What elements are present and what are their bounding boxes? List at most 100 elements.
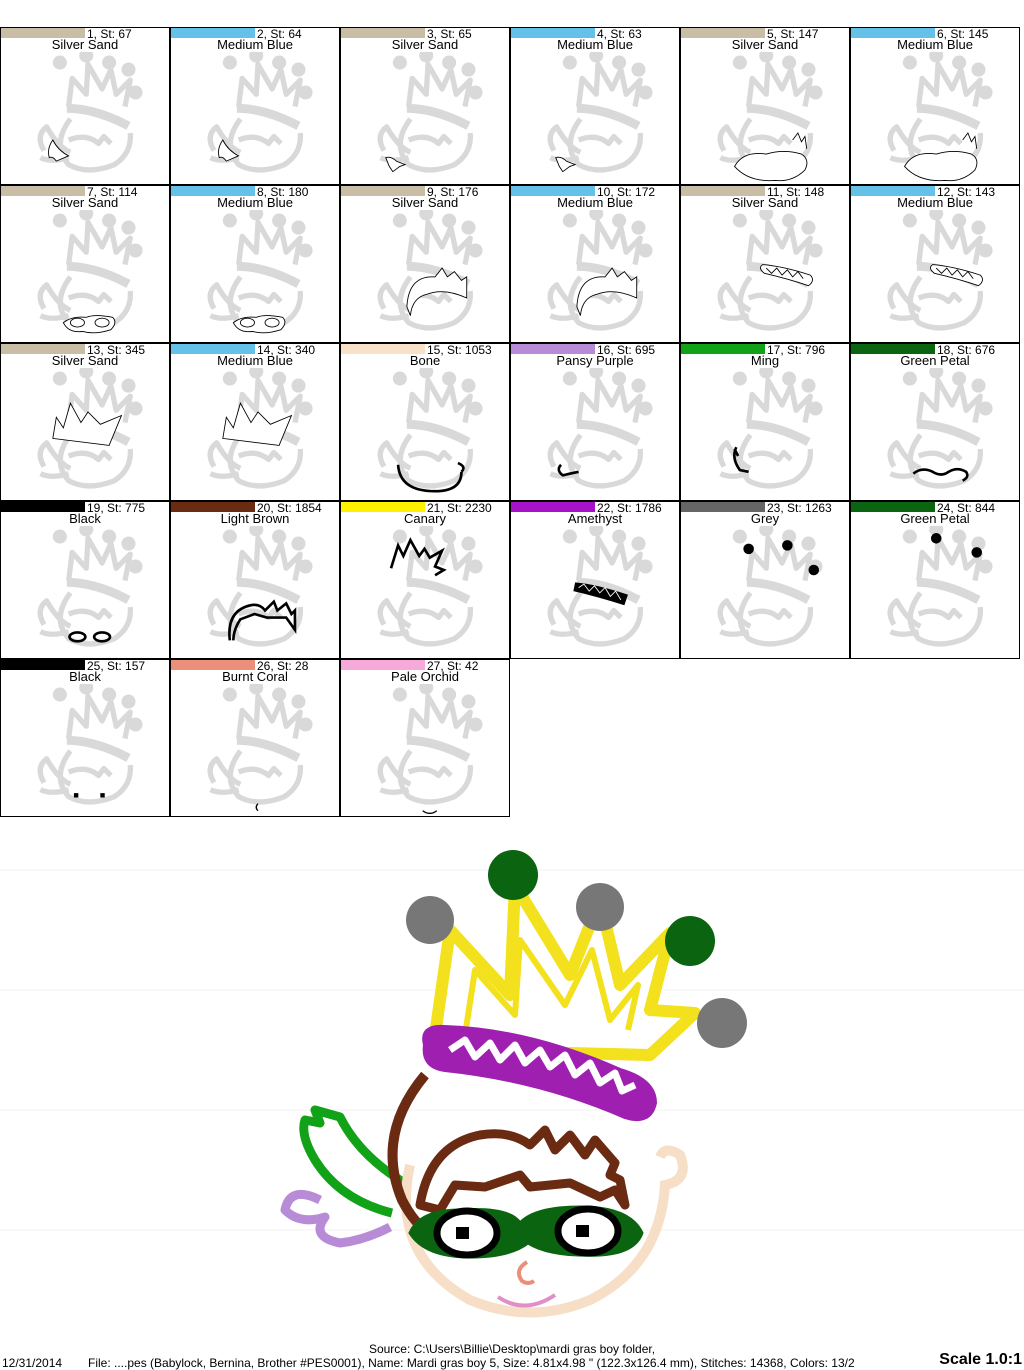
preview-ball-4 [665,916,715,966]
step-cell: 14, St: 340 Medium Blue [170,343,340,501]
step-thumbnail [887,368,993,489]
step-cell: 12, St: 143 Medium Blue [850,185,1020,343]
thread-color-swatch [511,28,595,38]
step-header: 20, St: 1854 [257,501,322,515]
thread-color-swatch [341,502,425,512]
step-cell: 9, St: 176 Silver Sand [340,185,510,343]
footer-date: 12/31/2014 [2,1356,63,1370]
step-thumbnail [547,368,653,489]
thread-color-swatch [511,502,595,512]
step-header: 2, St: 64 [257,27,302,41]
thread-color-name: Burnt Coral [222,669,288,684]
thread-color-swatch [171,502,255,512]
step-cell: 7, St: 114 Silver Sand [0,185,170,343]
thread-color-name: Green Petal [900,511,970,526]
step-cell: 17, St: 796 Ming [680,343,850,501]
footer-file-info: File: ....pes (Babylock, Bernina, Brothe… [88,1356,855,1370]
thread-color-swatch [1,502,85,512]
thread-color-swatch [511,344,595,354]
thread-color-swatch [511,186,595,196]
preview-ball-5 [697,998,747,1048]
step-thumbnail [377,526,483,647]
thread-color-name: Bone [409,353,441,368]
step-thumbnail [207,684,313,812]
thread-color-swatch [171,660,255,670]
step-header: 17, St: 796 [767,343,826,357]
step-cell: 1, St: 67 Silver Sand [0,27,170,185]
step-header: 16, St: 695 [597,343,656,357]
preview-face [401,1145,688,1318]
step-header: 6, St: 145 [937,27,989,41]
step-header: 9, St: 176 [427,185,479,199]
thread-color-swatch [1,28,85,38]
step-thumbnail [37,210,143,334]
preview-ball-2 [488,850,538,900]
thread-color-name: Grey [750,511,780,526]
thread-color-name: Medium Blue [217,353,293,368]
thread-color-swatch [851,502,935,512]
thread-color-swatch [851,28,935,38]
step-cell: 5, St: 147 Silver Sand [680,27,850,185]
preview-wing-green [299,1105,411,1218]
thread-color-name: Silver Sand [391,195,459,210]
thread-color-name: Silver Sand [731,195,799,210]
thread-color-name: Silver Sand [51,195,119,210]
thread-color-swatch [681,344,765,354]
thread-color-name: Light Brown [220,511,290,526]
thread-color-name: Silver Sand [51,37,119,52]
preview-ball-1 [406,896,454,944]
step-header: 3, St: 65 [427,27,472,41]
step-thumbnail [207,368,313,489]
thread-color-swatch [681,502,765,512]
step-cell: 13, St: 345 Silver Sand [0,343,170,501]
thread-color-name: Medium Blue [897,37,973,52]
step-cell: 24, St: 844 Green Petal [850,501,1020,659]
thread-color-swatch [1,186,85,196]
step-thumbnail [547,526,653,647]
step-header: 8, St: 180 [257,185,309,199]
thread-color-name: Pale Orchid [391,669,459,684]
step-cell: 2, St: 64 Medium Blue [170,27,340,185]
thread-color-swatch [851,344,935,354]
thread-color-name: Medium Blue [557,37,633,52]
step-cell: 6, St: 145 Medium Blue [850,27,1020,185]
preview-hair [415,1125,630,1215]
step-cell: 18, St: 676 Green Petal [850,343,1020,501]
step-thumbnail [377,368,483,493]
step-cell: 4, St: 63 Medium Blue [510,27,680,185]
preview-nose [516,1260,536,1285]
step-header: 22, St: 1786 [597,501,662,515]
step-header: 18, St: 676 [937,343,996,357]
preview-band-zigzag [448,1036,637,1095]
step-thumbnail [717,210,823,331]
preview-crown-inner [462,937,641,1036]
footer-source: Source: C:\Users\Billie\Desktop\mardi gr… [368,1342,656,1356]
step-thumbnail [37,368,143,489]
thread-color-swatch [1,344,85,354]
step-cell: 25, St: 157 Black [0,659,170,817]
step-header: 10, St: 172 [597,185,656,199]
step-header: 12, St: 143 [937,185,996,199]
step-cell: 10, St: 172 Medium Blue [510,185,680,343]
preview-eye-left [456,1227,469,1239]
thread-color-name: Medium Blue [217,195,293,210]
step-cell: 21, St: 2230 Canary [340,501,510,659]
step-cell: 27, St: 42 Pale Orchid [340,659,510,817]
step-header: 13, St: 345 [87,343,146,357]
step-cell: 11, St: 148 Silver Sand [680,185,850,343]
thread-color-swatch [1,660,85,670]
thread-color-name: Medium Blue [897,195,973,210]
thread-color-swatch [851,186,935,196]
step-header: 19, St: 775 [87,501,146,515]
thread-color-swatch [681,28,765,38]
step-cell: 16, St: 695 Pansy Purple [510,343,680,501]
step-thumbnail [717,52,823,182]
step-header: 25, St: 157 [87,659,146,673]
thread-color-name: Medium Blue [217,37,293,52]
step-thumbnail [37,684,143,805]
step-thumbnail [207,526,313,647]
step-cell: 19, St: 775 Black [0,501,170,659]
thread-color-swatch [341,28,425,38]
thread-color-name: Green Petal [900,353,970,368]
step-cell: 26, St: 28 Burnt Coral [170,659,340,817]
